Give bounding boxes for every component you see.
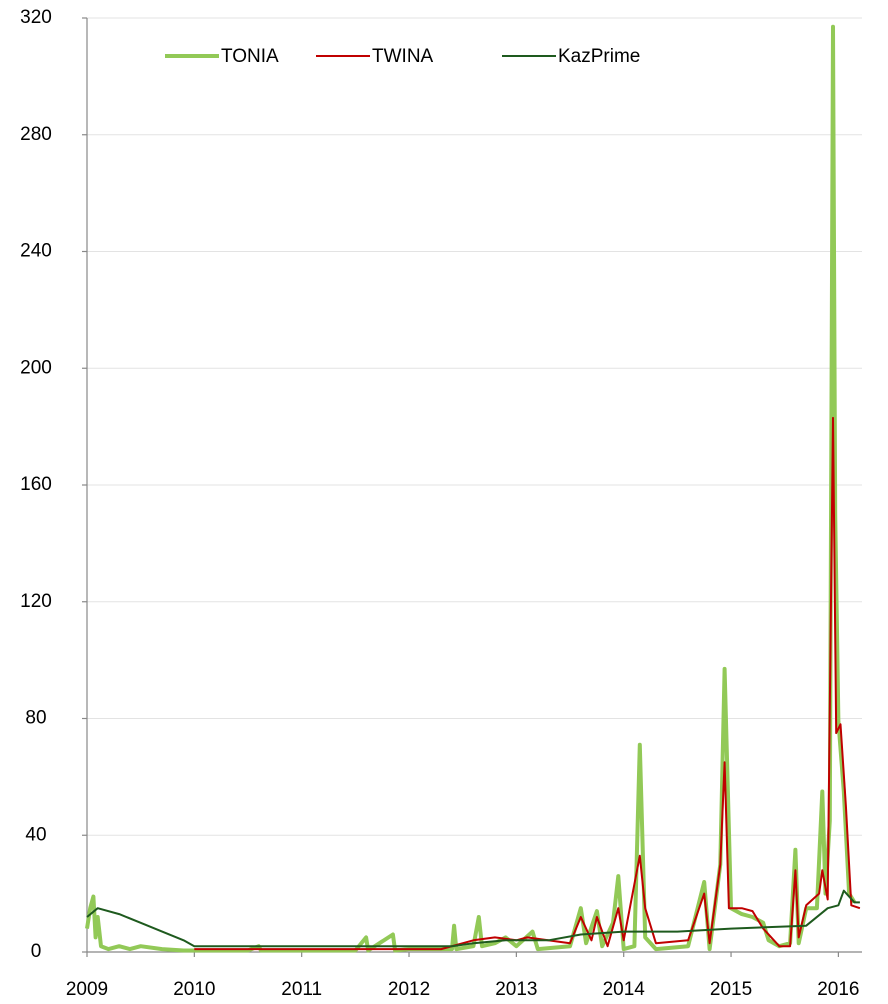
x-tick-label: 2013	[495, 979, 537, 1000]
x-tick-label: 2014	[603, 979, 646, 1000]
y-tick-label: 80	[25, 708, 46, 729]
line	[194, 416, 861, 951]
y-tick-label: 0	[31, 941, 42, 962]
y-tick-label: 120	[20, 591, 52, 612]
x-tick-label: 2012	[388, 979, 430, 1000]
legend-label: TWINA	[372, 46, 434, 67]
x-tick-label: 2009	[66, 979, 108, 1000]
x-tick-label: 2010	[173, 979, 215, 1000]
line	[85, 24, 857, 953]
y-tick-label: 200	[20, 357, 52, 378]
y-tick-label: 320	[20, 7, 52, 28]
legend-label: TONIA	[221, 46, 279, 67]
y-tick-label: 160	[20, 474, 52, 495]
y-tick-label: 280	[20, 124, 52, 145]
x-tick-label: 2011	[281, 979, 322, 1000]
legend-label: KazPrime	[558, 46, 640, 67]
x-tick-label: 2015	[710, 979, 752, 1000]
x-tick-label: 2016	[817, 979, 859, 1000]
y-tick-label: 240	[20, 241, 52, 262]
line	[86, 889, 860, 948]
y-tick-label: 40	[25, 824, 46, 845]
